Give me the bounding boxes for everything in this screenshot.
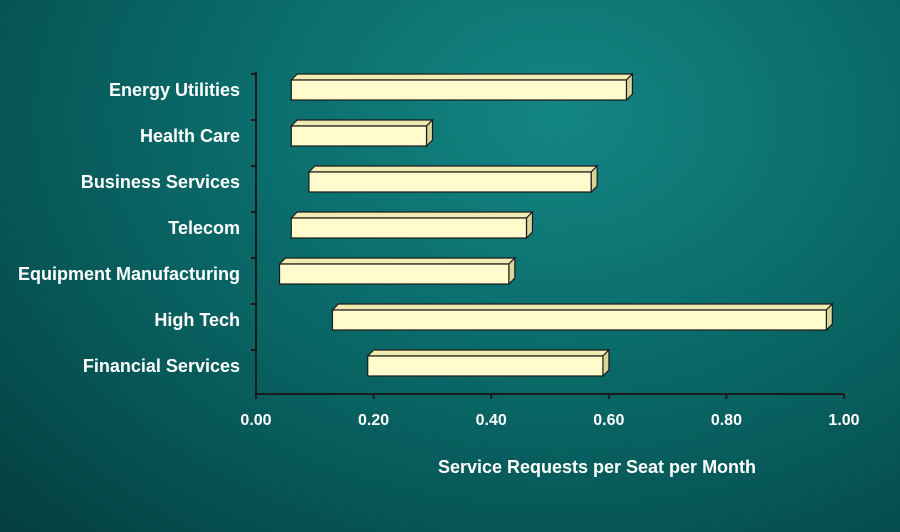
category-label-business-services: Business Services [81, 172, 240, 192]
x-tick-label: 1.00 [828, 412, 859, 429]
category-label-health-care: Health Care [140, 126, 240, 146]
category-label-financial-services: Financial Services [83, 356, 240, 376]
bar-financial-services [366, 348, 611, 378]
bar-high-tech [330, 302, 834, 332]
bar-top-face [289, 119, 434, 127]
bar-front-face [308, 171, 592, 193]
bar-energy-utilities [289, 72, 634, 102]
bar-top-face [366, 349, 611, 357]
category-label-equipment-manufacturing: Equipment Manufacturing [18, 264, 240, 284]
bar-top-face [278, 257, 517, 265]
bars [278, 72, 834, 378]
category-label-telecom: Telecom [168, 218, 240, 238]
x-tick-label: 0.00 [240, 412, 271, 429]
x-axis-title: Service Requests per Seat per Month [438, 457, 756, 477]
bar-front-face [331, 309, 827, 331]
bar-front-face [278, 263, 510, 285]
x-tick-label: 0.20 [358, 412, 389, 429]
category-label-high-tech: High Tech [154, 310, 240, 330]
axes [251, 72, 845, 399]
bar-top-face [307, 165, 599, 173]
bar-front-face [290, 79, 628, 101]
x-tick-label: 0.40 [476, 412, 507, 429]
bar-front-face [290, 125, 428, 147]
bar-telecom [289, 210, 534, 240]
bar-health-care [289, 118, 434, 148]
category-label-energy-utilities: Energy Utilities [109, 80, 240, 100]
bar-top-face [289, 211, 534, 219]
x-tick-labels: 0.00 0.20 0.40 0.60 0.80 1.00 [240, 412, 859, 429]
category-labels: Energy Utilities Health Care Business Se… [18, 80, 240, 376]
bar-front-face [367, 355, 604, 377]
x-tick-label: 0.80 [711, 412, 742, 429]
bar-equipment-manufacturing [278, 256, 517, 286]
x-tick-label: 0.60 [593, 412, 624, 429]
bar-business-services [307, 164, 599, 194]
bar-top-face [289, 73, 634, 81]
bar-front-face [290, 217, 528, 239]
bar-top-face [330, 303, 834, 311]
